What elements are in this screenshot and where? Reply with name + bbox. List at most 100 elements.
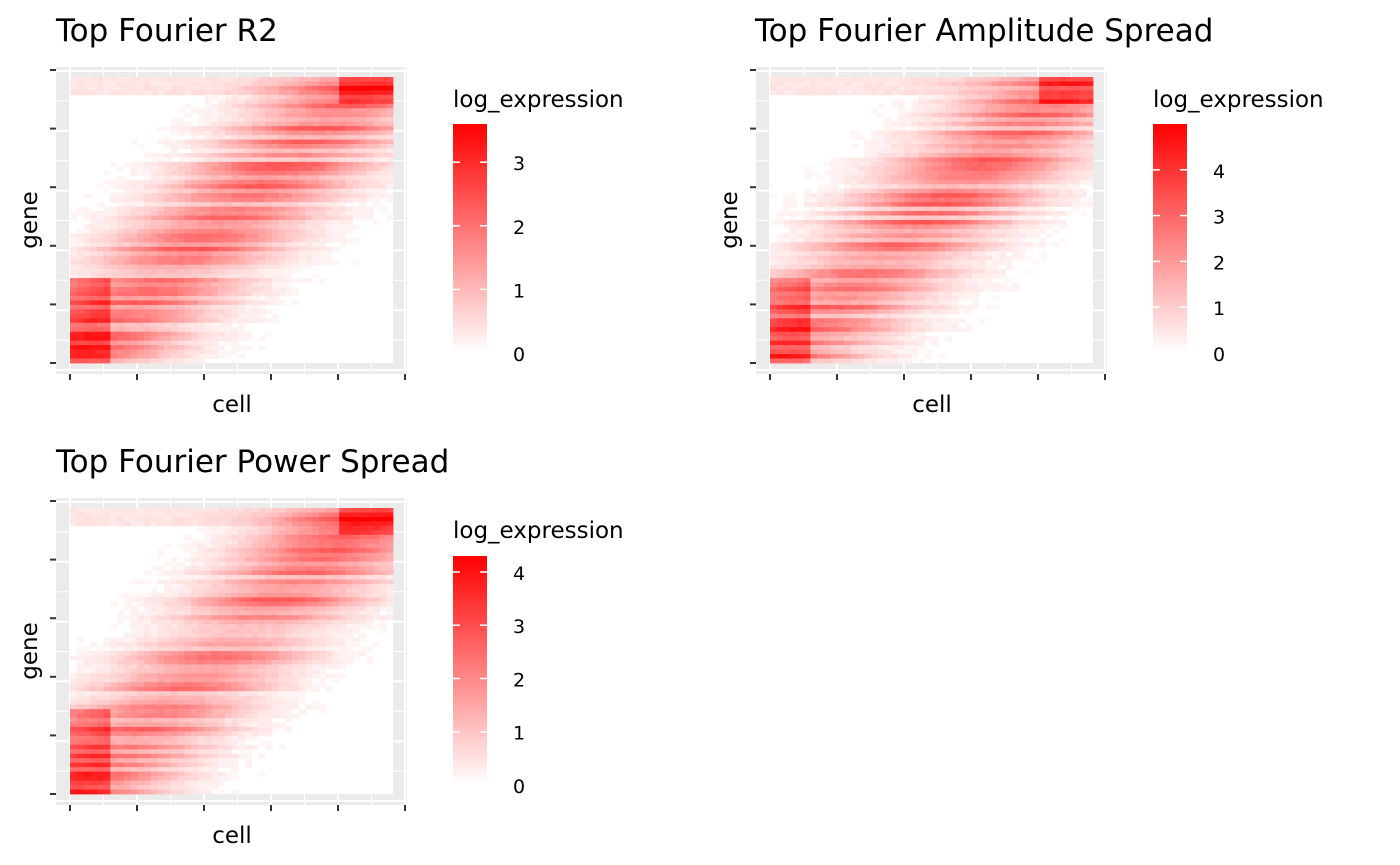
- heatmap-cell: [796, 295, 805, 301]
- heatmap-cell: [971, 94, 980, 100]
- heatmap-cell: [130, 184, 138, 190]
- heatmap-cell: [783, 233, 791, 239]
- heatmap-cell: [271, 112, 280, 118]
- heatmap-cell: [1052, 148, 1060, 154]
- heatmap-cell: [204, 291, 212, 297]
- heatmap-cell: [231, 309, 239, 315]
- heatmap-cell: [265, 260, 273, 266]
- heatmap-cell: [911, 77, 919, 82]
- heatmap-cell: [918, 99, 926, 105]
- heatmap-cell: [231, 161, 239, 167]
- heatmap-cell: [110, 327, 118, 333]
- heatmap-cell: [238, 530, 246, 536]
- heatmap-cell: [339, 193, 347, 199]
- heatmap-cell: [884, 139, 892, 145]
- heatmap-cell: [817, 175, 825, 181]
- heatmap-cell: [251, 161, 259, 167]
- heatmap-cell: [918, 103, 926, 109]
- heatmap-cell: [177, 512, 185, 518]
- heatmap-cell: [938, 220, 946, 225]
- heatmap-cell: [857, 295, 865, 301]
- heatmap-cell: [803, 211, 811, 216]
- heatmap-cell: [904, 318, 912, 324]
- heatmap-cell: [844, 81, 852, 87]
- heatmap-cell: [850, 300, 858, 306]
- heatmap-cell: [366, 166, 374, 172]
- heatmap-cell: [891, 144, 899, 149]
- heatmap-cell: [325, 126, 333, 132]
- heatmap-cell: [332, 512, 340, 518]
- heatmap-cell: [844, 273, 852, 279]
- heatmap-cell: [117, 166, 125, 172]
- heatmap-cell: [137, 318, 145, 324]
- heatmap-cell: [783, 197, 791, 203]
- heatmap-cell: [971, 237, 980, 243]
- heatmap-cell: [985, 166, 993, 172]
- heatmap-cell: [339, 220, 347, 225]
- heatmap-cell: [137, 512, 145, 518]
- heatmap-cell: [150, 202, 158, 207]
- heatmap-cell: [238, 170, 246, 176]
- heatmap-cell: [117, 282, 125, 288]
- heatmap-cell: [1032, 144, 1040, 149]
- heatmap-cell: [312, 90, 320, 96]
- heatmap-cell: [897, 318, 905, 324]
- heatmap-cell: [83, 349, 91, 355]
- heatmap-cell: [90, 251, 98, 257]
- heatmap-cell: [130, 354, 138, 359]
- heatmap-cell: [1052, 103, 1060, 109]
- heatmap-cell: [998, 202, 1006, 207]
- heatmap-cell: [904, 224, 912, 230]
- heatmap-cell: [117, 184, 125, 190]
- heatmap-cell: [318, 130, 327, 136]
- heatmap-cell: [897, 81, 905, 87]
- heatmap-cell: [191, 309, 199, 315]
- heatmap-cell: [850, 336, 858, 342]
- heatmap-cell: [144, 331, 152, 337]
- heatmap-cell: [244, 521, 253, 527]
- heatmap-cell: [817, 85, 825, 91]
- heatmap-cell: [244, 90, 253, 96]
- heatmap-cell: [911, 175, 919, 181]
- heatmap-cell: [218, 508, 226, 513]
- heatmap-cell: [76, 255, 84, 261]
- heatmap-cell: [837, 318, 845, 324]
- heatmap-cell: [204, 327, 212, 333]
- heatmap-cell: [177, 224, 185, 230]
- heatmap-cell: [238, 99, 246, 105]
- heatmap-cell: [877, 327, 885, 333]
- heatmap-cell: [857, 211, 865, 216]
- heatmap-cell: [251, 512, 259, 518]
- heatmap-cell: [103, 508, 111, 513]
- heatmap-cell: [117, 211, 125, 216]
- heatmap-cell: [823, 295, 831, 301]
- heatmap-cell: [810, 291, 818, 297]
- heatmap-cell: [298, 260, 306, 266]
- heatmap-cell: [379, 539, 387, 545]
- heatmap-cell: [897, 193, 905, 199]
- heatmap-cell: [958, 112, 966, 118]
- heatmap-cell: [998, 220, 1006, 225]
- heatmap-cell: [837, 309, 845, 315]
- heatmap-cell: [204, 295, 212, 301]
- heatmap-cell: [965, 264, 973, 270]
- heatmap-cell: [379, 130, 387, 136]
- heatmap-cell: [130, 193, 138, 199]
- heatmap-cell: [944, 202, 953, 207]
- heatmap-cell: [224, 534, 232, 540]
- heatmap-cell: [884, 197, 892, 203]
- heatmap-cell: [992, 211, 1000, 216]
- heatmap-cell: [177, 193, 185, 199]
- heatmap-cell: [137, 269, 145, 275]
- heatmap-cell: [918, 175, 926, 181]
- heatmap-cell: [123, 327, 131, 333]
- heatmap-cell: [204, 206, 212, 212]
- heatmap-cell: [770, 255, 778, 261]
- heatmap-cell: [1052, 175, 1060, 181]
- heatmap-cell: [76, 327, 84, 333]
- heatmap-cell: [823, 354, 831, 359]
- heatmap-cell: [911, 318, 919, 324]
- heatmap-cell: [817, 188, 825, 194]
- heatmap-cell: [790, 211, 798, 216]
- heatmap-cell: [830, 251, 838, 257]
